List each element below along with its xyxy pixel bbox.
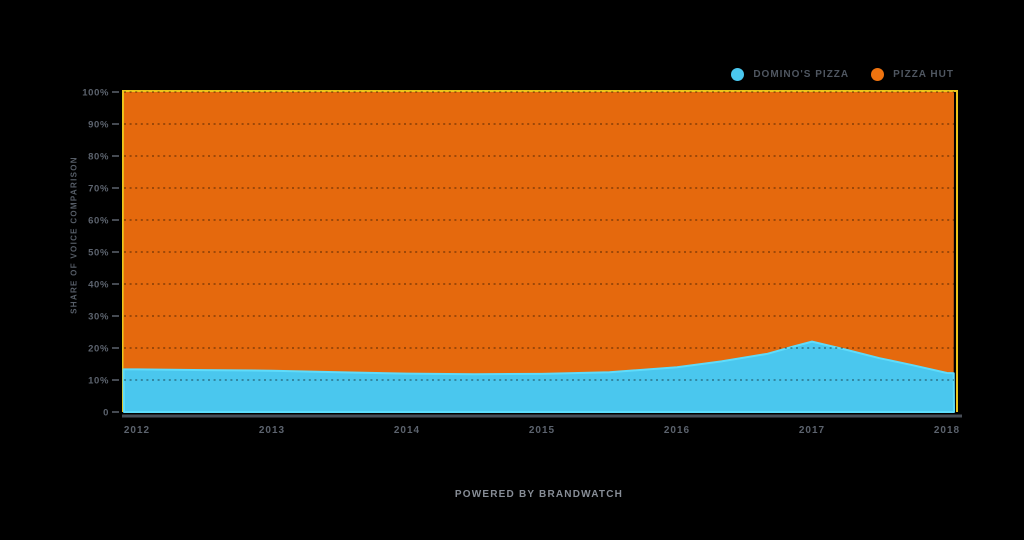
y-tick-label: 10% [88, 376, 109, 387]
plot-frame [122, 90, 958, 412]
y-tick-label: 50% [88, 248, 109, 259]
y-tick-label: 60% [88, 216, 109, 227]
x-tick-label: 2018 [934, 425, 960, 436]
y-tick-label: 100% [82, 88, 109, 99]
pizza-hut-area [123, 92, 954, 375]
y-tick-label: 0 [103, 408, 109, 419]
powered-by-brandwatch-text: POWERED BY BRANDWATCH [454, 489, 624, 500]
dominos-area [122, 340, 955, 413]
dominos-legend-dot-icon [731, 68, 745, 81]
legend-label-dominos: DOMINO'S PIZZA [753, 69, 850, 80]
x-tick-label: 2015 [529, 425, 555, 436]
x-axis-line [122, 414, 962, 418]
pizza-hut-legend-dot-icon [871, 68, 885, 81]
x-tick-label: 2017 [799, 425, 825, 436]
y-tick-label: 20% [88, 344, 109, 355]
y-tick-label: 90% [88, 120, 109, 131]
legend-label-pizza-hut: PIZZA HUT [893, 69, 954, 80]
legend-item-dominos[interactable]: DOMINO'S PIZZA [731, 68, 849, 81]
y-tick-label: 70% [88, 184, 109, 195]
chart-legend: DOMINO'S PIZZA PIZZA HUT [731, 68, 954, 81]
y-tick-label: 40% [88, 280, 109, 291]
legend-item-pizza-hut[interactable]: PIZZA HUT [871, 68, 954, 81]
x-tick-label: 2016 [664, 425, 690, 436]
y-tick-label: 80% [88, 152, 109, 163]
x-tick-label: 2012 [124, 425, 150, 436]
x-tick-label: 2014 [394, 425, 420, 436]
x-tick-label: 2013 [259, 425, 285, 436]
y-tick-label: 30% [88, 312, 109, 323]
